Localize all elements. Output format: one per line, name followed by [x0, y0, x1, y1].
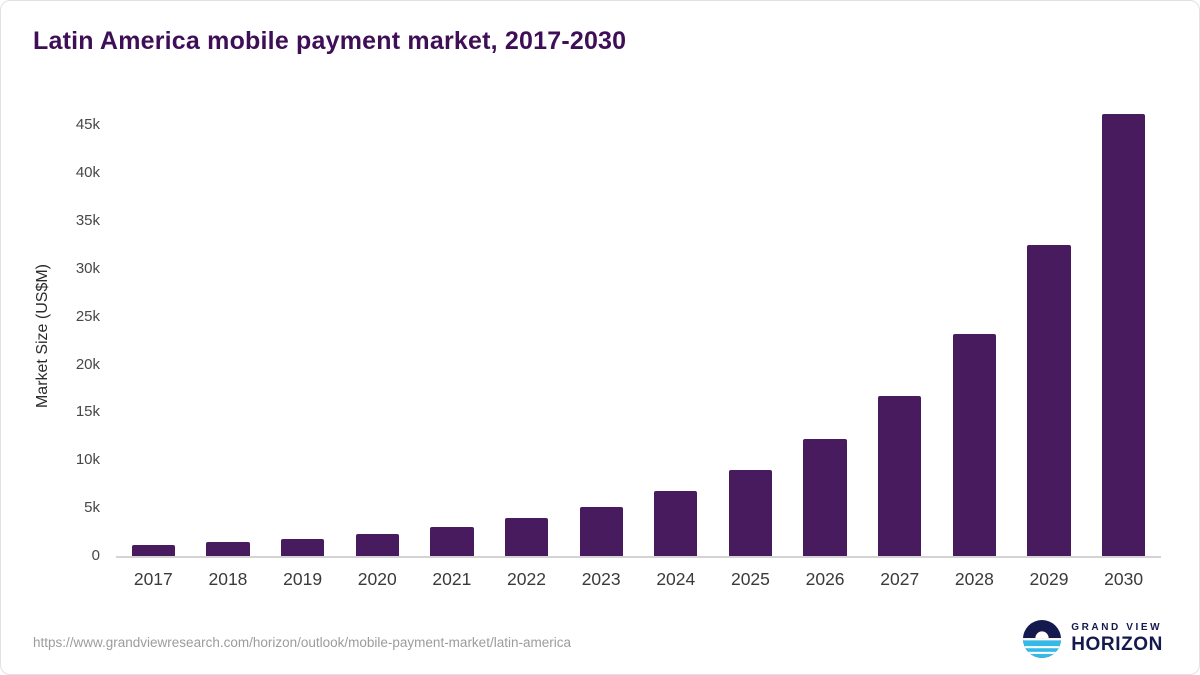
- bar: [878, 396, 922, 556]
- x-tick-label: 2023: [581, 569, 621, 589]
- y-tick-label: 10k: [75, 451, 100, 469]
- horizon-logo-icon: [1023, 620, 1062, 658]
- x-tick-label: 2018: [208, 569, 248, 589]
- bar: [504, 517, 549, 556]
- y-tick-label: 40k: [75, 164, 100, 182]
- y-tick-label: 20k: [75, 355, 100, 373]
- brand-logo: GRAND VIEW HORIZON: [1023, 620, 1163, 658]
- y-tick-label: 30k: [75, 259, 100, 277]
- bar: [728, 469, 773, 556]
- y-ticks: 0 5k 10k 15k 20k 25k 30k 35k 40k 45k: [46, 111, 116, 564]
- bar-column: [638, 111, 713, 556]
- x-tick-label: 2017: [133, 569, 173, 589]
- y-tick-label: 15k: [75, 403, 100, 421]
- x-tick-label: 2020: [357, 569, 397, 589]
- y-tick-label: 5k: [84, 499, 100, 517]
- x-tick-label: 2021: [432, 569, 472, 589]
- x-tick-label: 2025: [730, 569, 770, 589]
- bar: [952, 333, 996, 556]
- brand-name-top: GRAND VIEW: [1071, 622, 1163, 633]
- bars-container: [116, 111, 1161, 556]
- x-tick-label: 2024: [656, 569, 696, 589]
- bar-column: [340, 111, 415, 556]
- bar: [579, 507, 623, 556]
- x-axis-labels: 2017 2018 2019 2020 2021 2022 2023 2024 2025 2026…: [116, 569, 1161, 590]
- x-tick-label: 2019: [283, 569, 323, 589]
- bar-column: [564, 111, 639, 556]
- plot-area: 0 5k 10k 15k 20k 25k 30k 35k 40k 45k 2017 2018 2019…: [76, 111, 1161, 589]
- brand-logo-text: GRAND VIEW HORIZON: [1071, 622, 1163, 656]
- x-tick-label: 2027: [880, 569, 920, 589]
- bar: [430, 527, 474, 556]
- x-tick-label: 2026: [805, 569, 845, 589]
- y-tick-label: 0: [91, 547, 100, 564]
- bar: [803, 439, 847, 556]
- source-url: https://www.grandviewresearch.com/horizo…: [33, 635, 571, 650]
- bar-column: [191, 111, 266, 556]
- bar-column: [1012, 111, 1087, 556]
- bar-column: [713, 111, 788, 556]
- y-tick-label: 35k: [75, 212, 100, 230]
- bar-column: [116, 111, 191, 556]
- chart-area: 0 5k 10k 15k 20k 25k 30k 35k 40k 45k 2017 2018 2019…: [76, 111, 1161, 589]
- bar: [1102, 113, 1146, 556]
- bar: [355, 534, 399, 556]
- bar-column: [937, 111, 1012, 556]
- bar-column: [862, 111, 937, 556]
- bar-column: [788, 111, 863, 556]
- y-tick-label: 45k: [75, 116, 100, 134]
- bar: [280, 538, 325, 556]
- x-tick-label: 2030: [1104, 569, 1144, 589]
- bar: [654, 490, 698, 556]
- bar-column: [265, 111, 340, 556]
- bar-column: [415, 111, 490, 556]
- bar: [1027, 244, 1071, 556]
- bar: [206, 541, 250, 556]
- x-tick-label: 2022: [507, 569, 546, 589]
- bar-column: [1086, 111, 1161, 556]
- bar: [131, 544, 175, 556]
- brand-name-bottom: HORIZON: [1071, 634, 1163, 655]
- y-tick-label: 25k: [75, 307, 100, 325]
- chart-title: Latin America mobile payment market, 201…: [33, 27, 627, 55]
- x-tick-label: 2029: [1029, 569, 1069, 589]
- bar-column: [489, 111, 564, 556]
- x-tick-label: 2028: [954, 569, 994, 589]
